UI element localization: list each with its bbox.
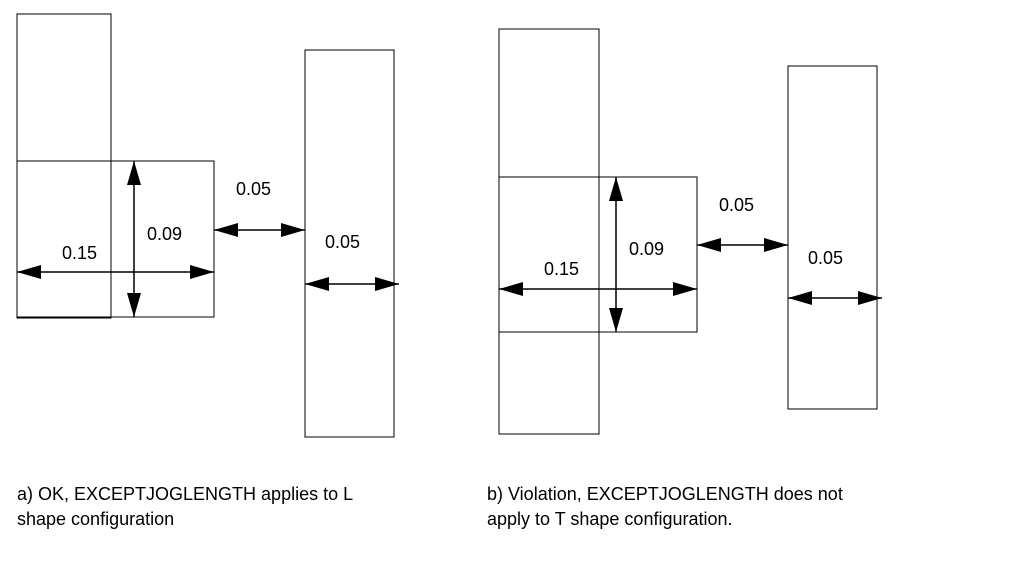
spacing-label-a: 0.05 bbox=[236, 179, 271, 199]
neighbor-wire-a bbox=[304, 49, 395, 438]
t-shape-horizontal-wire bbox=[498, 176, 698, 333]
diagram-b bbox=[498, 28, 882, 435]
width-label-b: 0.15 bbox=[544, 259, 579, 279]
caption-a: a) OK, EXCEPTJOGLENGTH applies to L shap… bbox=[17, 484, 354, 529]
width-label-a: 0.15 bbox=[62, 243, 97, 263]
caption-b: b) Violation, EXCEPTJOGLENGTH does not a… bbox=[487, 484, 843, 529]
height-label-a: 0.09 bbox=[147, 224, 182, 244]
l-shape-horizontal-wire bbox=[16, 160, 215, 318]
height-label-b: 0.09 bbox=[629, 239, 664, 259]
wire-width-label-a: 0.05 bbox=[325, 232, 360, 252]
spacing-label-b: 0.05 bbox=[719, 195, 754, 215]
diagram-a bbox=[16, 13, 399, 438]
wire-width-label-b: 0.05 bbox=[808, 248, 843, 268]
neighbor-wire-b bbox=[787, 65, 878, 410]
t-shape-vertical-wire bbox=[498, 28, 600, 435]
